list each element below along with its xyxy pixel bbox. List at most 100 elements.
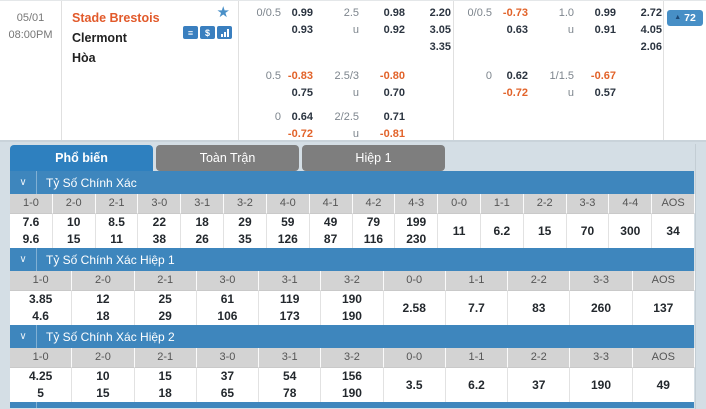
score-odds-away[interactable]: 9.6 (22, 232, 40, 246)
odds-value[interactable]: 2.72 (640, 7, 662, 19)
score-odds-cell[interactable]: 83 (532, 301, 546, 315)
score-odds-cell[interactable]: 18 26 (181, 214, 223, 248)
score-odds-cell[interactable]: 79 116 (353, 214, 395, 248)
score-odds-cell[interactable]: 119 173 (259, 291, 320, 325)
score-odds-cell[interactable]: 10 15 (53, 214, 95, 248)
score-odds-cell[interactable]: 156 190 (321, 368, 382, 402)
score-odds-cell[interactable]: 199 230 (395, 214, 437, 248)
score-odds-cell[interactable]: 2.58 (402, 301, 426, 315)
odds-value[interactable]: 3.35 (429, 41, 451, 53)
score-odds-cell[interactable]: 8.5 11 (96, 214, 138, 248)
score-odds-cell[interactable]: 3.5 (405, 378, 423, 392)
odds-value[interactable]: 0.70 (383, 87, 405, 99)
score-odds-cell[interactable]: 15 (537, 224, 552, 238)
odds-value[interactable]: -0.72 (287, 128, 313, 140)
score-odds-away[interactable]: 126 (277, 232, 298, 246)
score-odds-away[interactable]: 173 (279, 309, 300, 323)
score-odds-cell[interactable]: 29 35 (224, 214, 266, 248)
odds-value[interactable]: 2.20 (429, 7, 451, 19)
score-odds-home[interactable]: 190 (341, 292, 362, 306)
odds-value[interactable]: -0.73 (502, 7, 528, 19)
bookmaker-count-badge[interactable]: ▲ 72 (667, 9, 703, 26)
score-odds-away[interactable]: 15 (96, 386, 110, 400)
score-odds-cell[interactable]: 49 87 (310, 214, 352, 248)
score-odds-away[interactable]: 18 (158, 386, 172, 400)
score-odds-cell[interactable]: 6.2 (468, 378, 485, 392)
score-odds-home[interactable]: 3.85 (28, 292, 53, 306)
score-odds-cell[interactable]: 34 (666, 224, 680, 238)
score-odds-home[interactable]: 22 (152, 215, 167, 229)
score-odds-cell[interactable]: 11 (452, 224, 466, 238)
section-header[interactable]: ∨ Tỷ Số Chính Xác Hiệp 1 (10, 248, 694, 271)
score-odds-away[interactable]: 4.6 (32, 309, 49, 323)
score-odds-cell[interactable]: 300 (620, 224, 641, 238)
score-odds-cell[interactable]: 70 (580, 224, 595, 238)
chevron-down-icon[interactable]: ∨ (10, 325, 37, 348)
score-odds-home[interactable]: 59 (281, 215, 295, 229)
score-odds-cell[interactable]: 6.2 (493, 224, 511, 238)
section-header-cut[interactable] (10, 402, 694, 408)
score-odds-home[interactable]: 4.25 (28, 369, 53, 383)
odds-value[interactable]: 0.71 (383, 111, 405, 123)
score-odds-home[interactable]: 37 (220, 369, 235, 383)
odds-value[interactable]: 0.99 (594, 7, 616, 19)
score-odds-away[interactable]: 15 (67, 232, 81, 246)
odds-value[interactable]: 0.99 (291, 7, 313, 19)
score-odds-cell[interactable]: 37 (532, 378, 546, 392)
score-odds-cell[interactable]: 260 (591, 301, 612, 315)
score-odds-away[interactable]: 190 (341, 386, 362, 400)
tab-toan-tran[interactable]: Toàn Trận (156, 145, 299, 171)
score-odds-cell[interactable]: 49 (656, 378, 670, 392)
favorite-star-icon[interactable]: ★ (216, 4, 230, 21)
chevron-down-icon[interactable]: ∨ (10, 171, 37, 194)
score-odds-away[interactable]: 78 (283, 386, 297, 400)
odds-value[interactable]: 0.63 (506, 24, 528, 36)
odds-value[interactable]: 3.05 (429, 24, 451, 36)
score-odds-home[interactable]: 54 (283, 369, 297, 383)
score-odds-cell[interactable]: 37 65 (197, 368, 258, 402)
score-odds-cell[interactable]: 12 18 (72, 291, 133, 325)
score-odds-cell[interactable]: 59 126 (267, 214, 309, 248)
cash-odds-icon[interactable]: $ (200, 26, 215, 39)
score-odds-away[interactable]: 230 (406, 232, 427, 246)
score-odds-home[interactable]: 10 (67, 215, 81, 229)
score-odds-home[interactable]: 79 (366, 215, 381, 229)
score-odds-cell[interactable]: 190 (591, 378, 612, 392)
score-odds-away[interactable]: 11 (110, 232, 123, 246)
odds-value[interactable]: 0.91 (594, 24, 616, 36)
score-odds-away[interactable]: 106 (217, 309, 238, 323)
odds-value[interactable]: -0.72 (502, 87, 528, 99)
odds-value[interactable]: -0.81 (379, 128, 405, 140)
odds-value[interactable]: 0.75 (291, 87, 313, 99)
score-odds-cell[interactable]: 25 29 (135, 291, 196, 325)
tab-pho-bien[interactable]: Phổ biến (10, 145, 153, 171)
odds-value[interactable]: 0.92 (383, 24, 405, 36)
score-odds-away[interactable]: 38 (152, 232, 167, 246)
score-odds-home[interactable]: 12 (96, 292, 110, 306)
odds-value[interactable]: 0.98 (383, 7, 405, 19)
score-odds-home[interactable]: 25 (158, 292, 172, 306)
score-odds-cell[interactable]: 61 106 (197, 291, 258, 325)
score-odds-cell[interactable]: 10 15 (72, 368, 133, 402)
score-odds-home[interactable]: 199 (406, 215, 427, 229)
odds-value[interactable]: 0.93 (291, 24, 313, 36)
score-odds-home[interactable]: 156 (341, 369, 362, 383)
score-odds-home[interactable]: 15 (158, 369, 172, 383)
score-odds-home[interactable]: 49 (323, 215, 338, 229)
score-odds-cell[interactable]: 190 190 (321, 291, 382, 325)
score-odds-home[interactable]: 29 (238, 215, 252, 229)
score-odds-cell[interactable]: 22 38 (138, 214, 180, 248)
odds-value[interactable]: 2.06 (640, 41, 662, 53)
score-odds-away[interactable]: 190 (341, 309, 362, 323)
score-odds-cell[interactable]: 3.85 4.6 (10, 291, 71, 325)
score-odds-cell[interactable]: 4.25 5 (10, 368, 71, 402)
score-odds-cell[interactable]: 54 78 (259, 368, 320, 402)
score-odds-cell[interactable]: 7.6 9.6 (10, 214, 52, 248)
odds-value[interactable]: 0.64 (291, 111, 313, 123)
score-odds-home[interactable]: 18 (195, 215, 209, 229)
stats-bars-icon[interactable] (217, 26, 232, 39)
score-odds-home[interactable]: 61 (220, 292, 235, 306)
score-odds-away[interactable]: 18 (96, 309, 110, 323)
score-odds-cell[interactable]: 15 18 (135, 368, 196, 402)
tab-hiep-1[interactable]: Hiệp 1 (302, 145, 445, 171)
